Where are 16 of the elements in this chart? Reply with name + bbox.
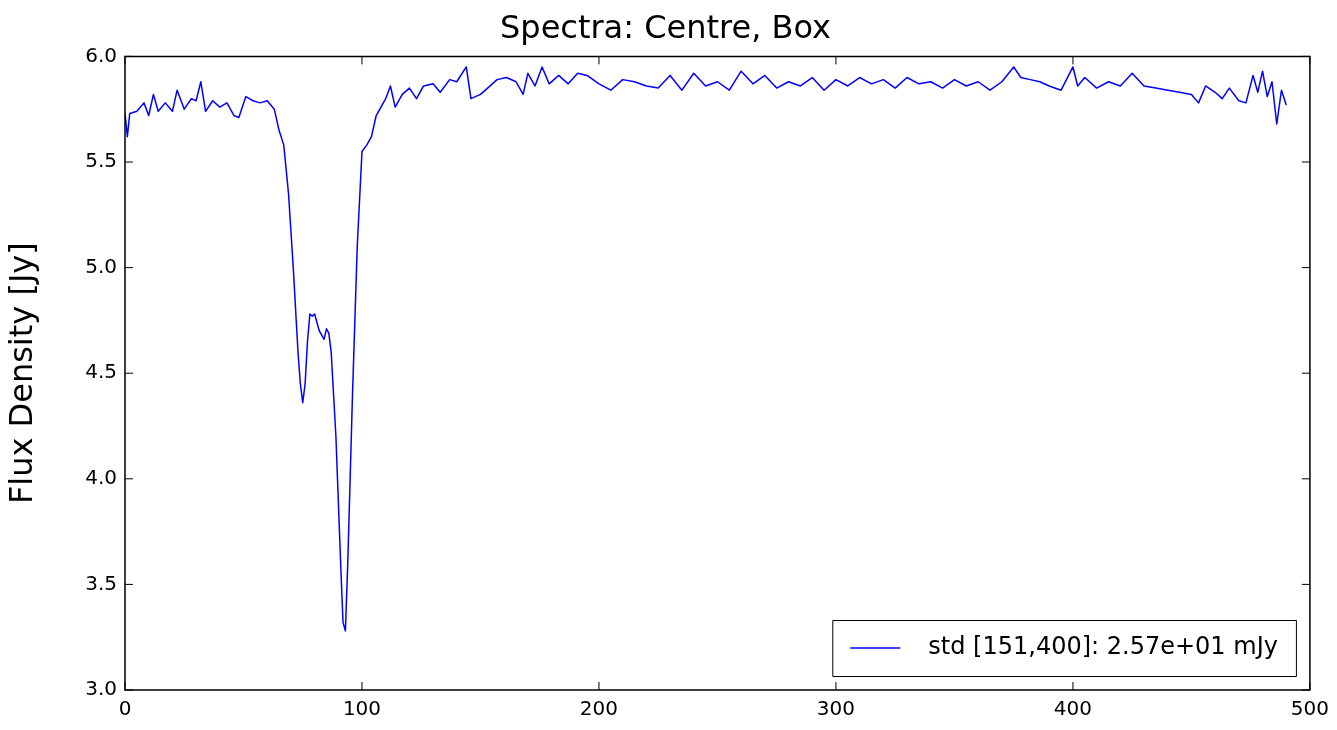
x-tick-label: 200 [579, 696, 619, 721]
x-tick-label: 100 [342, 696, 382, 721]
y-tick-label: 4.5 [85, 359, 117, 384]
x-tick-label: 300 [816, 696, 856, 721]
y-tick-label: 3.5 [85, 570, 117, 595]
x-tick-label: 500 [1290, 696, 1330, 721]
chart-title: Spectra: Centre, Box [500, 7, 831, 46]
y-axis-title: Flux Density [Jy] [1, 242, 40, 505]
legend-label: std [151,400]: 2.57e+01 mJy [928, 632, 1278, 661]
y-tick-label: 5.0 [85, 253, 117, 278]
x-tick-label: 0 [118, 696, 132, 721]
x-tick-label: 400 [1053, 696, 1093, 721]
y-tick-label: 4.0 [85, 465, 117, 489]
y-tick-label: 5.5 [85, 148, 117, 173]
y-tick-label: 6.0 [85, 42, 117, 67]
y-tick-label: 3.0 [85, 676, 117, 701]
